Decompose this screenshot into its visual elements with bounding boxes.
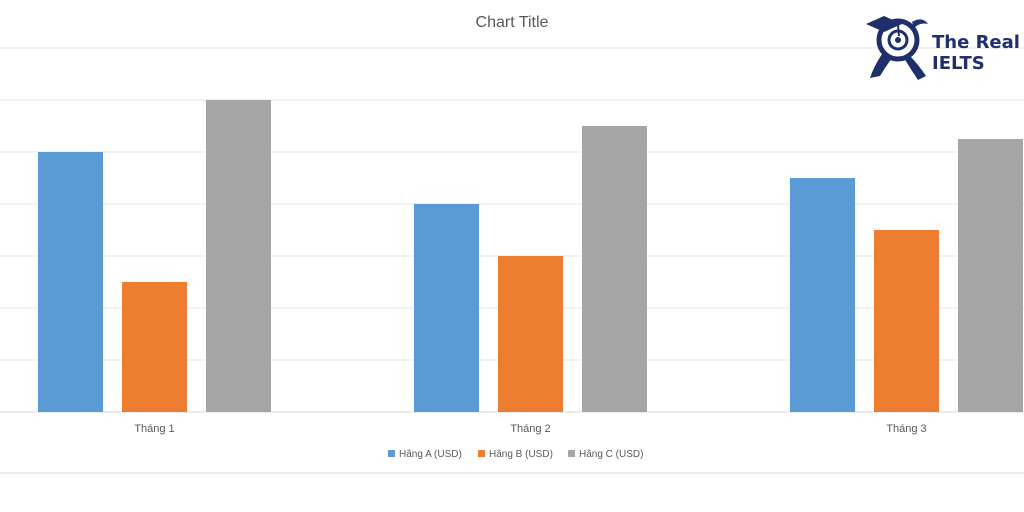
x-tick-label: Tháng 3 <box>886 423 926 435</box>
legend-label: Hãng A (USD) <box>399 449 462 460</box>
bar-1-2 <box>414 204 479 412</box>
x-tick-label: Tháng 2 <box>510 423 550 435</box>
brand-logo: The Real IELTS <box>866 16 1020 80</box>
owl-graduate-icon <box>866 16 928 80</box>
bar-3-2 <box>582 126 647 412</box>
legend-swatch <box>478 450 485 457</box>
legend-swatch <box>568 450 575 457</box>
legend-label: Hãng C (USD) <box>579 449 643 460</box>
legend: Hãng A (USD) Hãng B (USD) Hãng C (USD) <box>388 449 643 460</box>
x-tick-labels: Tháng 1 Tháng 2 Tháng 3 <box>134 423 926 435</box>
legend-label: Hãng B (USD) <box>489 449 553 460</box>
bar-3-1 <box>206 100 271 412</box>
brand-name-line2: IELTS <box>932 53 985 74</box>
brand-name-line1: The Real <box>932 32 1020 53</box>
bar-1-1 <box>38 152 103 412</box>
legend-swatch <box>388 450 395 457</box>
bar-1-3 <box>790 178 855 412</box>
bar-2-2 <box>498 256 563 412</box>
bar-2-3 <box>874 230 939 412</box>
x-tick-label: Tháng 1 <box>134 423 174 435</box>
bar-3-3 <box>958 139 1023 412</box>
bars <box>38 100 1023 412</box>
bar-2-1 <box>122 282 187 412</box>
chart-title: Chart Title <box>476 14 549 31</box>
